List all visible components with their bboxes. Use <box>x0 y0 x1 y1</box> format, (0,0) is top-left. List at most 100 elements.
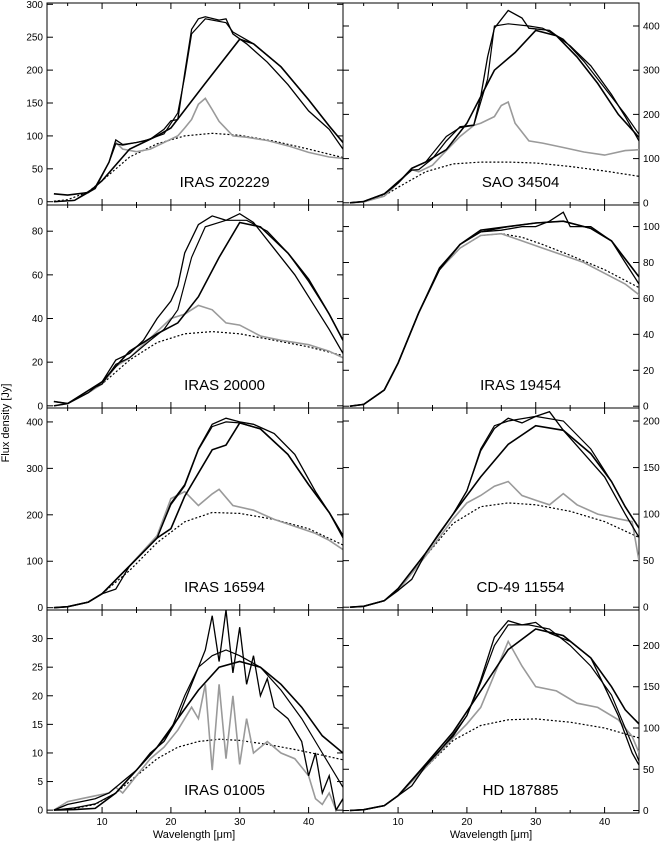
y-tick-label: 50 <box>32 164 44 175</box>
y-tick-label: 0 <box>643 402 649 413</box>
panel-label: IRAS Z02229 <box>180 174 270 191</box>
y-tick-label: 0 <box>643 198 649 209</box>
continuum-line <box>53 738 343 811</box>
y-tick-label: 300 <box>643 66 660 77</box>
panel: 0 20 40 60 80 IRAS 20000 <box>32 204 344 412</box>
continuum-line <box>349 718 639 812</box>
y-tick-label: 20 <box>643 366 655 377</box>
panel: 0 50 100 150 200 CD-49 11554 <box>342 407 660 614</box>
y-tick-label: 40 <box>32 314 44 325</box>
y-tick-label: 200 <box>643 417 660 428</box>
plot-area <box>53 212 343 407</box>
observed-spectrum-line <box>349 619 639 812</box>
y-tick-label: 150 <box>26 99 43 110</box>
y-tick-label: 20 <box>32 358 44 369</box>
panel-label: IRAS 16594 <box>184 579 265 596</box>
panel-label: IRAS 20000 <box>184 377 265 394</box>
x-tick-label: 20 <box>165 817 177 828</box>
panel-label: CD-49 11554 <box>477 579 565 596</box>
y-axis-label: Flux density [Jy] <box>0 384 12 463</box>
y-tick-label: 250 <box>26 33 43 44</box>
observed-spectrum-line <box>53 610 343 812</box>
y-tick-label: 60 <box>32 270 44 281</box>
model-feature-line <box>349 23 639 204</box>
y-tick-label: 20 <box>32 691 44 702</box>
y-tick-label: 0 <box>643 806 649 817</box>
plot-area <box>349 9 639 204</box>
x-tick-label: 20 <box>461 817 473 828</box>
panel: 0 100 200 300 400 IRAS 16594 <box>26 407 344 614</box>
plot-area <box>349 211 639 407</box>
y-tick-label: 100 <box>643 510 660 521</box>
y-tick-label: 60 <box>643 294 655 305</box>
y-tick-label: 400 <box>643 21 660 32</box>
observed-spectrum-line <box>349 410 639 608</box>
y-tick-label: 100 <box>643 724 660 735</box>
model-line <box>53 38 343 196</box>
x-tick-label: 40 <box>599 817 611 828</box>
y-tick-label: 100 <box>26 131 43 142</box>
y-tick-label: 0 <box>37 401 43 412</box>
observed-spectrum-line <box>349 9 639 204</box>
x-axis-label-right: Wavelength [μm] <box>450 829 532 841</box>
plot-area <box>53 417 343 609</box>
y-tick-label: 300 <box>26 0 43 11</box>
y-tick-label: 0 <box>37 603 43 614</box>
x-tick-label: 10 <box>97 817 109 828</box>
model-feature-line <box>349 415 639 608</box>
y-tick-label: 200 <box>26 510 43 521</box>
y-tick-label: 30 <box>32 634 44 645</box>
y-tick-label: 50 <box>643 556 655 567</box>
observed-spectrum-line <box>349 211 639 407</box>
y-tick-label: 100 <box>26 557 43 568</box>
y-tick-label: 0 <box>37 806 43 817</box>
x-tick-label: 30 <box>234 817 246 828</box>
y-tick-label: 5 <box>37 777 43 788</box>
y-tick-label: 10 <box>32 748 44 759</box>
x-tick-label: 30 <box>530 817 542 828</box>
y-tick-label: 80 <box>32 227 44 238</box>
plot-area <box>349 619 639 812</box>
panel: 10 20 30 40 0 50 100 150 200 HD 187885 <box>342 609 660 828</box>
observed-spectrum-line <box>53 417 343 609</box>
y-tick-label: 0 <box>643 603 649 614</box>
model-line <box>53 660 343 811</box>
y-tick-label: 200 <box>26 66 43 77</box>
panel: 0 20 40 60 80 100 IRAS 19454 <box>342 204 660 413</box>
y-tick-label: 100 <box>643 222 660 233</box>
y-tick-label: 400 <box>26 417 43 428</box>
y-tick-label: 15 <box>32 720 44 731</box>
x-tick-label: 10 <box>393 817 405 828</box>
panel: 10 20 30 40 0 5 10 15 20 25 30 IRAS 01005 <box>32 609 344 828</box>
observed-spectrum-line <box>53 16 343 203</box>
y-tick-label: 40 <box>643 330 655 341</box>
observed-spectrum-line <box>53 212 343 407</box>
x-tick-label: 40 <box>303 817 315 828</box>
y-tick-label: 200 <box>643 110 660 121</box>
y-tick-label: 25 <box>32 663 44 674</box>
panel: 0 100 200 300 400 SAO 34504 <box>342 2 660 209</box>
model-line <box>53 221 343 405</box>
y-tick-label: 150 <box>643 682 660 693</box>
y-tick-label: 0 <box>37 197 43 208</box>
panel-label: SAO 34504 <box>482 174 560 191</box>
y-tick-label: 150 <box>643 463 660 474</box>
panel-frame <box>342 609 640 814</box>
y-tick-label: 300 <box>26 464 43 475</box>
y-tick-label: 100 <box>643 154 660 165</box>
x-axis-label-left: Wavelength [μm] <box>153 829 235 841</box>
panel-label: IRAS 19454 <box>480 377 561 394</box>
y-tick-label: 200 <box>643 641 660 652</box>
model-feature-line <box>53 219 343 405</box>
panel: 0 50 100 150 200 250 300 IRAS Z02229 <box>26 0 344 208</box>
panel-label: HD 187885 <box>483 782 559 799</box>
y-tick-label: 50 <box>643 765 655 776</box>
plot-area <box>53 610 343 812</box>
plot-area <box>349 410 639 608</box>
panel-label: IRAS 01005 <box>184 782 265 799</box>
y-tick-label: 80 <box>643 258 655 269</box>
plot-area <box>53 16 343 203</box>
continuum-line <box>349 161 639 204</box>
